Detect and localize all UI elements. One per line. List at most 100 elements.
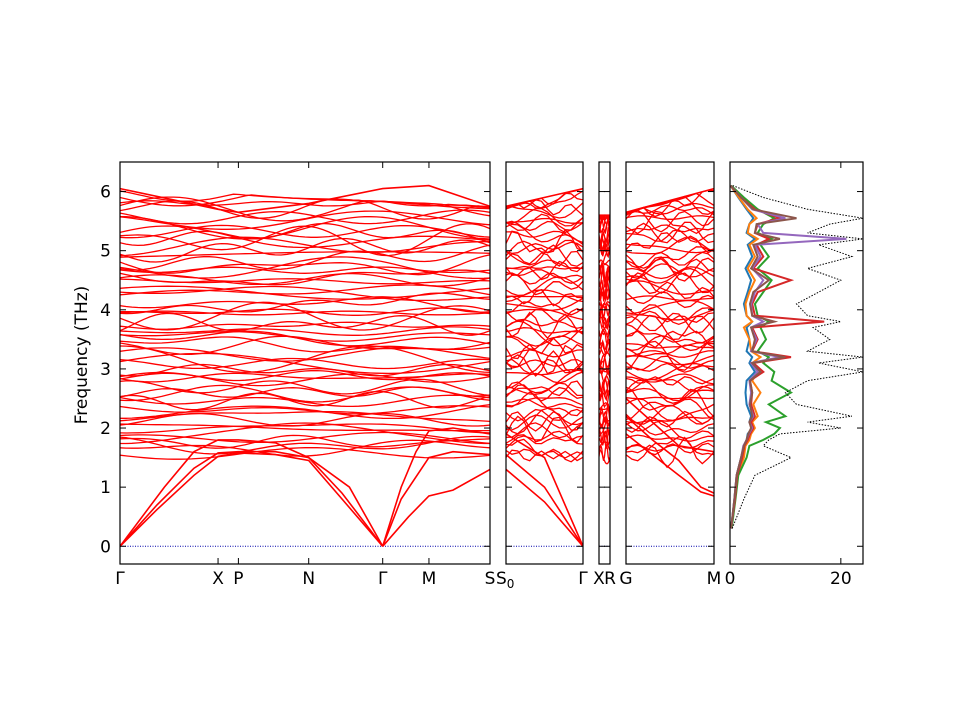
optical-band-line (120, 394, 490, 408)
optical-band-line (506, 414, 583, 431)
optical-band-line (506, 228, 583, 254)
optical-band-line (599, 410, 610, 429)
optical-band-line (599, 327, 610, 340)
optical-band-line (506, 213, 583, 234)
optical-band-line (506, 327, 583, 334)
band-panel-1: S0 Γ (496, 161, 588, 591)
optical-band-line (506, 408, 583, 422)
optical-band-line (506, 384, 583, 402)
optical-band-line (120, 330, 490, 347)
optical-band-line (626, 314, 714, 341)
acoustic-branch-line (120, 439, 384, 547)
optical-band-line (626, 363, 714, 381)
acoustic-branch-line (120, 452, 384, 547)
optical-band-line (506, 380, 583, 397)
optical-band-line (626, 355, 714, 371)
optical-band-line (120, 326, 490, 336)
optical-band-line (626, 210, 714, 235)
optical-band-line (599, 407, 610, 411)
optical-band-line (506, 415, 583, 444)
optical-band-line (120, 369, 490, 382)
band-lines (120, 184, 490, 547)
optical-band-line (506, 344, 583, 375)
optical-band-line (626, 420, 714, 440)
optical-band-line (120, 251, 490, 258)
optical-band-line (506, 318, 583, 329)
x-tick-label: Γ (578, 569, 588, 589)
optical-band-line (506, 259, 583, 270)
x-tick-label: Γ (115, 569, 125, 589)
optical-band-line (120, 285, 490, 300)
dos-frame (729, 161, 864, 565)
optical-band-line (626, 254, 714, 275)
optical-band-line (120, 216, 490, 240)
optical-band-line (599, 246, 610, 269)
y-tick-label: 5 (100, 242, 111, 262)
acoustic-branch-line (626, 433, 714, 497)
optical-band-line (626, 376, 714, 386)
acoustic-branch-line (626, 415, 714, 494)
optical-band-line (626, 312, 714, 334)
optical-band-line (506, 272, 583, 285)
partial-dos-line (729, 185, 763, 529)
optical-band-line (506, 260, 583, 281)
acoustic-branch-line (506, 453, 583, 547)
optical-band-line (626, 246, 714, 269)
optical-band-line (599, 402, 610, 410)
panel-frame (625, 161, 715, 565)
optical-band-line (626, 354, 714, 366)
optical-band-line (599, 264, 610, 281)
top-band-line (506, 187, 583, 208)
x-tick-label: G (619, 569, 632, 589)
optical-band-line (626, 224, 714, 233)
optical-band-line (626, 323, 714, 344)
partial-dos-line (729, 185, 757, 529)
optical-band-line (599, 441, 610, 451)
optical-band-line (120, 310, 490, 316)
optical-band-line (120, 422, 490, 445)
optical-band-line (599, 259, 610, 265)
y-tick-label: 1 (100, 478, 111, 498)
optical-band-line (506, 391, 583, 417)
acoustic-branch-line (506, 433, 583, 547)
optical-band-line (120, 236, 490, 257)
band-lines (599, 214, 610, 547)
optical-band-line (599, 215, 610, 220)
optical-band-line (120, 330, 490, 342)
optical-band-line (506, 350, 583, 377)
dos-x-tick-label: 20 (830, 569, 852, 589)
optical-band-line (506, 276, 583, 297)
acoustic-branch-line (120, 450, 384, 547)
optical-band-line (120, 244, 490, 271)
optical-band-line (626, 436, 714, 469)
optical-band-line (120, 256, 490, 280)
optical-band-line (599, 375, 610, 391)
optical-band-line (626, 243, 714, 254)
optical-band-line (626, 215, 714, 220)
optical-band-line (120, 405, 490, 415)
optical-band-line (120, 307, 490, 316)
optical-band-line (506, 239, 583, 257)
optical-band-line (506, 244, 583, 267)
acoustic-branch-line (381, 450, 490, 547)
optical-band-line (626, 436, 714, 462)
optical-band-line (120, 384, 490, 403)
optical-band-line (120, 363, 490, 377)
optical-band-line (506, 297, 583, 313)
optical-band-line (506, 311, 583, 340)
x-tick-label: X (593, 569, 605, 589)
partial-dos-line (729, 184, 797, 529)
optical-band-line (506, 349, 583, 358)
optical-band-line (506, 269, 583, 279)
optical-band-line (599, 403, 610, 424)
optical-band-line (120, 209, 490, 225)
acoustic-branch-line (506, 468, 583, 547)
optical-band-line (506, 295, 583, 298)
x-tick-label: S0 (496, 569, 514, 591)
optical-band-line (120, 285, 490, 302)
optical-band-line (120, 272, 490, 287)
